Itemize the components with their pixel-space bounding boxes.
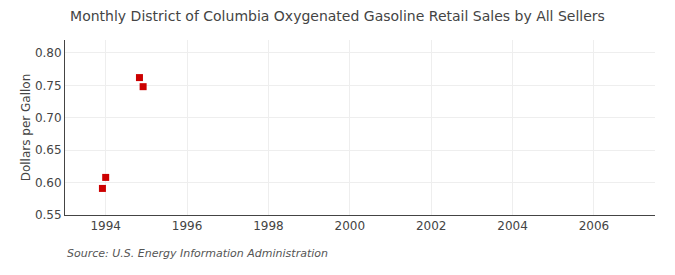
svg-text:1994: 1994 xyxy=(90,219,121,233)
svg-text:0.55: 0.55 xyxy=(35,208,62,222)
svg-text:2000: 2000 xyxy=(335,219,366,233)
svg-text:2002: 2002 xyxy=(416,219,447,233)
svg-text:0.70: 0.70 xyxy=(35,111,62,125)
svg-text:Dollars per Gallon: Dollars per Gallon xyxy=(19,74,33,182)
svg-text:Monthly District of Columbia O: Monthly District of Columbia Oxygenated … xyxy=(70,8,605,24)
svg-text:0.60: 0.60 xyxy=(35,176,62,190)
svg-text:0.80: 0.80 xyxy=(35,46,62,60)
svg-text:0.65: 0.65 xyxy=(35,143,62,157)
svg-text:1996: 1996 xyxy=(172,219,203,233)
svg-text:2004: 2004 xyxy=(497,219,528,233)
svg-text:1998: 1998 xyxy=(253,219,284,233)
svg-text:0.75: 0.75 xyxy=(35,79,62,93)
svg-text:2006: 2006 xyxy=(579,219,610,233)
svg-text:Source: U.S. Energy Informatio: Source: U.S. Energy Information Administ… xyxy=(67,247,328,260)
